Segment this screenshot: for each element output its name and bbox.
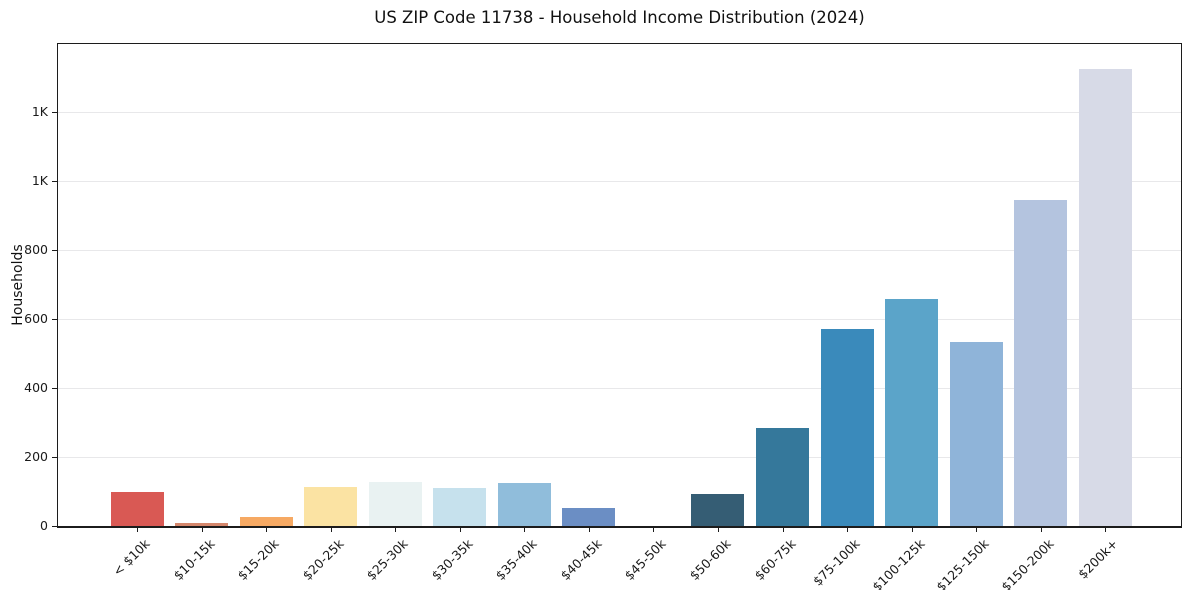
bar-$60-75k (756, 427, 809, 526)
bar-$20-25k (304, 487, 358, 526)
y-tick-label: 600 (24, 311, 48, 327)
y-tick-mark (52, 457, 57, 459)
grid-line (58, 388, 1181, 390)
x-tick-mark (330, 527, 332, 532)
bar-$25-30k (368, 481, 422, 526)
x-tick-mark (653, 527, 655, 532)
bar-$75-100k (820, 329, 874, 526)
grid-line (58, 181, 1181, 183)
x-tick-mark (976, 527, 978, 532)
x-tick-mark (395, 527, 397, 532)
y-tick-mark (52, 250, 57, 252)
bar-$10-15k (175, 522, 229, 526)
x-tick-mark (201, 527, 203, 532)
x-tick-label: $25-30k (363, 536, 411, 584)
bar-$30-35k (433, 488, 487, 526)
plot-area (57, 43, 1182, 528)
y-tick-label: 400 (24, 380, 48, 396)
y-tick-label: 200 (24, 449, 48, 465)
x-tick-label: $75-100k (809, 536, 863, 589)
y-tick-mark (52, 319, 57, 321)
chart-title: US ZIP Code 11738 - Household Income Dis… (374, 8, 865, 27)
x-tick-mark (782, 527, 784, 532)
x-tick-label: $35-40k (492, 536, 540, 584)
bar-$35-40k (497, 482, 551, 526)
bar-$200k+ (1078, 69, 1132, 526)
x-tick-mark (137, 527, 138, 532)
x-tick-label: $30-35k (428, 536, 476, 584)
x-tick-mark (588, 527, 590, 532)
x-tick-label: $20-25k (299, 536, 347, 584)
y-tick-label: 800 (24, 242, 48, 258)
y-axis-label: Households (10, 244, 26, 326)
bar-$40-45k (562, 508, 616, 526)
grid-line (58, 112, 1181, 114)
y-tick-mark (52, 112, 57, 114)
x-tick-label: < $10k (109, 536, 153, 579)
grid-line (58, 319, 1181, 321)
x-tick-label: $100-125k (868, 536, 928, 590)
y-tick-mark (52, 526, 57, 527)
bar-$50-60k (691, 493, 745, 526)
x-tick-label: $200k+ (1075, 536, 1121, 582)
y-tick-label: 1K (31, 173, 48, 189)
y-tick-mark (52, 181, 57, 183)
y-tick-mark (52, 388, 57, 390)
x-tick-label: $125-150k (933, 536, 992, 590)
x-tick-mark (459, 527, 461, 532)
x-tick-mark (847, 527, 849, 532)
x-tick-label: $50-60k (686, 536, 734, 584)
bar-< $10k (110, 492, 164, 526)
x-tick-label: $10-15k (170, 536, 218, 584)
x-tick-label: $60-75k (751, 536, 799, 584)
x-tick-mark (266, 527, 268, 532)
y-tick-label: 0 (40, 518, 48, 533)
grid-line (58, 457, 1181, 459)
x-tick-label: $15-20k (234, 536, 282, 584)
x-tick-label: $40-45k (557, 536, 605, 584)
y-tick-label: 1K (31, 104, 48, 120)
x-tick-mark (524, 527, 526, 532)
x-tick-mark (1105, 527, 1107, 532)
x-tick-mark (1040, 527, 1042, 532)
x-tick-label: $45-50k (621, 536, 669, 584)
bar-$150-200k (1014, 199, 1068, 526)
grid-line (58, 250, 1181, 252)
bar-$100-125k (885, 299, 939, 526)
bar-$15-20k (239, 517, 293, 526)
x-tick-mark (717, 527, 719, 532)
bar-$125-150k (949, 341, 1003, 526)
x-tick-label: $150-200k (998, 536, 1057, 590)
x-tick-mark (911, 527, 913, 532)
